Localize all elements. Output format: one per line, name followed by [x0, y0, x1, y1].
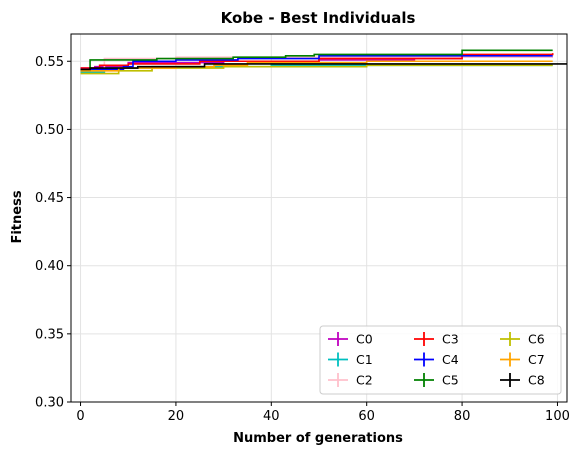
legend-entry-c1: C1 — [328, 352, 373, 367]
legend-entry-c0: C0 — [328, 332, 373, 347]
legend-label: C6 — [528, 332, 545, 347]
x-tick-label: 100 — [545, 409, 570, 424]
y-tick-label: 0.40 — [35, 259, 64, 274]
x-tick-label: 80 — [454, 409, 471, 424]
y-tick-label: 0.55 — [35, 55, 64, 70]
legend-entry-c8: C8 — [500, 373, 545, 388]
y-axis: 0.30 0.35 0.40 0.45 0.50 0.55 — [35, 55, 71, 411]
legend-label: C4 — [442, 352, 459, 367]
legend-label: C7 — [528, 352, 545, 367]
series-line-c8 — [80, 63, 567, 71]
x-tick-label: 20 — [168, 409, 185, 424]
series-layer — [80, 49, 567, 75]
y-tick-label: 0.35 — [35, 327, 64, 342]
x-axis: 0 20 40 60 80 100 — [76, 402, 570, 424]
chart-title: Kobe - Best Individuals — [221, 9, 416, 27]
y-tick-label: 0.45 — [35, 191, 64, 206]
legend-label: C1 — [356, 352, 373, 367]
grid — [71, 34, 567, 403]
series-line-c4 — [80, 55, 553, 71]
y-tick-label: 0.30 — [35, 396, 64, 411]
y-axis-label: Fitness — [10, 190, 25, 243]
legend-entry-c5: C5 — [414, 373, 459, 388]
legend-label: C2 — [356, 373, 373, 388]
series-line-c6 — [80, 64, 553, 75]
legend-label: C3 — [442, 332, 459, 347]
series-line-c5 — [80, 49, 553, 72]
plot-frame — [70, 33, 568, 403]
legend: C0 C1 C2 C3 C4 C5 C6 C7 C8 — [319, 325, 562, 395]
legend-entry-c6: C6 — [500, 332, 545, 347]
x-axis-label: Number of generations — [233, 431, 403, 446]
x-tick-label: 0 — [76, 409, 84, 424]
legend-entry-c4: C4 — [414, 352, 459, 367]
x-tick-label: 60 — [358, 409, 375, 424]
legend-entry-c2: C2 — [328, 373, 373, 388]
legend-label: C0 — [356, 332, 373, 347]
legend-label: C5 — [442, 373, 459, 388]
legend-box — [319, 325, 562, 395]
x-tick-label: 40 — [263, 409, 280, 424]
legend-label: C8 — [528, 373, 545, 388]
legend-entry-c3: C3 — [414, 332, 459, 347]
y-tick-label: 0.50 — [35, 123, 64, 138]
legend-entry-c7: C7 — [500, 352, 545, 367]
